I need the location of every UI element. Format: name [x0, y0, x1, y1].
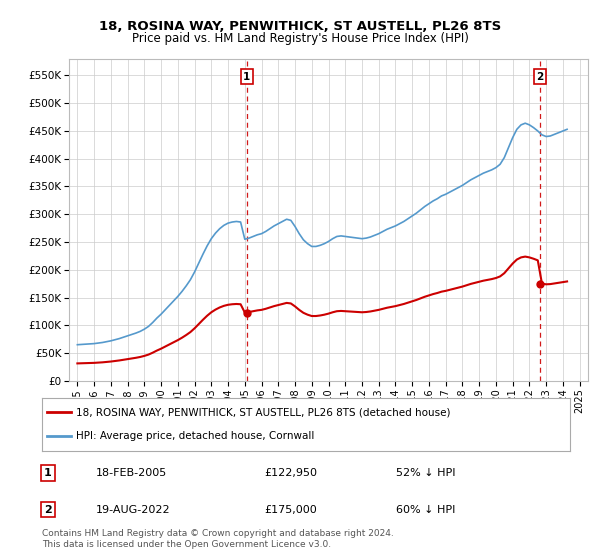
Text: 18-FEB-2005: 18-FEB-2005	[96, 468, 167, 478]
Text: 18, ROSINA WAY, PENWITHICK, ST AUSTELL, PL26 8TS (detached house): 18, ROSINA WAY, PENWITHICK, ST AUSTELL, …	[76, 408, 451, 418]
Text: £175,000: £175,000	[264, 505, 317, 515]
Text: 2: 2	[536, 72, 544, 82]
Text: 2: 2	[44, 505, 52, 515]
Text: 1: 1	[44, 468, 52, 478]
Text: Price paid vs. HM Land Registry's House Price Index (HPI): Price paid vs. HM Land Registry's House …	[131, 32, 469, 45]
Text: 19-AUG-2022: 19-AUG-2022	[96, 505, 170, 515]
Text: 18, ROSINA WAY, PENWITHICK, ST AUSTELL, PL26 8TS: 18, ROSINA WAY, PENWITHICK, ST AUSTELL, …	[99, 20, 501, 32]
Text: £122,950: £122,950	[264, 468, 317, 478]
Text: 52% ↓ HPI: 52% ↓ HPI	[396, 468, 455, 478]
Text: 1: 1	[243, 72, 250, 82]
Text: Contains HM Land Registry data © Crown copyright and database right 2024.
This d: Contains HM Land Registry data © Crown c…	[42, 529, 394, 549]
Text: HPI: Average price, detached house, Cornwall: HPI: Average price, detached house, Corn…	[76, 431, 314, 441]
Text: 60% ↓ HPI: 60% ↓ HPI	[396, 505, 455, 515]
